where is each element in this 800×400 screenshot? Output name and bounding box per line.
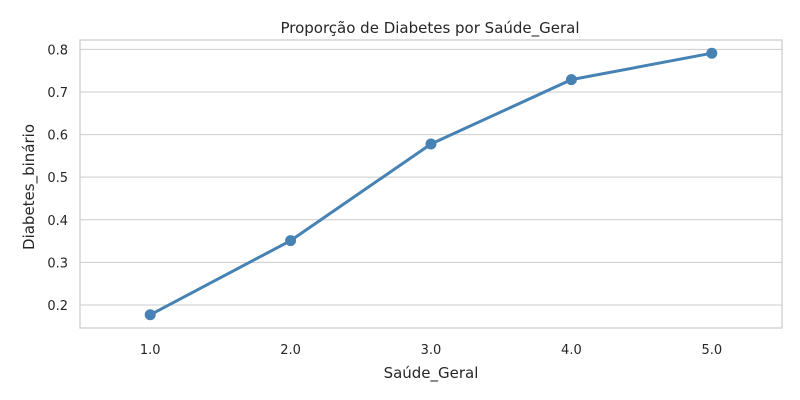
series-layer [144, 47, 718, 321]
plot-frame [79, 39, 783, 329]
x-tick-label: 5.0 [701, 343, 722, 358]
x-tick-label: 4.0 [561, 343, 582, 358]
y-tick-label: 0.3 [47, 256, 68, 271]
data-point [425, 138, 437, 150]
data-point [706, 47, 718, 59]
gridlines [80, 48, 782, 306]
y-tick-label: 0.7 [47, 86, 68, 101]
x-tick-label: 2.0 [280, 343, 301, 358]
data-point [565, 74, 577, 86]
y-tick-label: 0.5 [47, 171, 68, 186]
y-tick-label: 0.2 [47, 299, 68, 314]
x-tick-label: 1.0 [140, 343, 161, 358]
y-tick-label: 0.8 [47, 43, 68, 58]
data-point [285, 235, 297, 247]
y-tick-labels: 0.2 0.3 0.4 0.5 0.6 0.7 0.8 [47, 43, 68, 314]
y-axis-label: Diabetes_binário [20, 124, 39, 250]
y-tick-label: 0.6 [47, 129, 68, 144]
y-tick-label: 0.4 [47, 214, 68, 229]
x-axis-label: Saúde_Geral [384, 364, 479, 383]
x-tick-label: 3.0 [421, 343, 442, 358]
data-point [144, 309, 156, 321]
chart-title: Proporção de Diabetes por Saúde_Geral [280, 19, 579, 38]
x-tick-labels: 1.0 2.0 3.0 4.0 5.0 [140, 343, 722, 358]
